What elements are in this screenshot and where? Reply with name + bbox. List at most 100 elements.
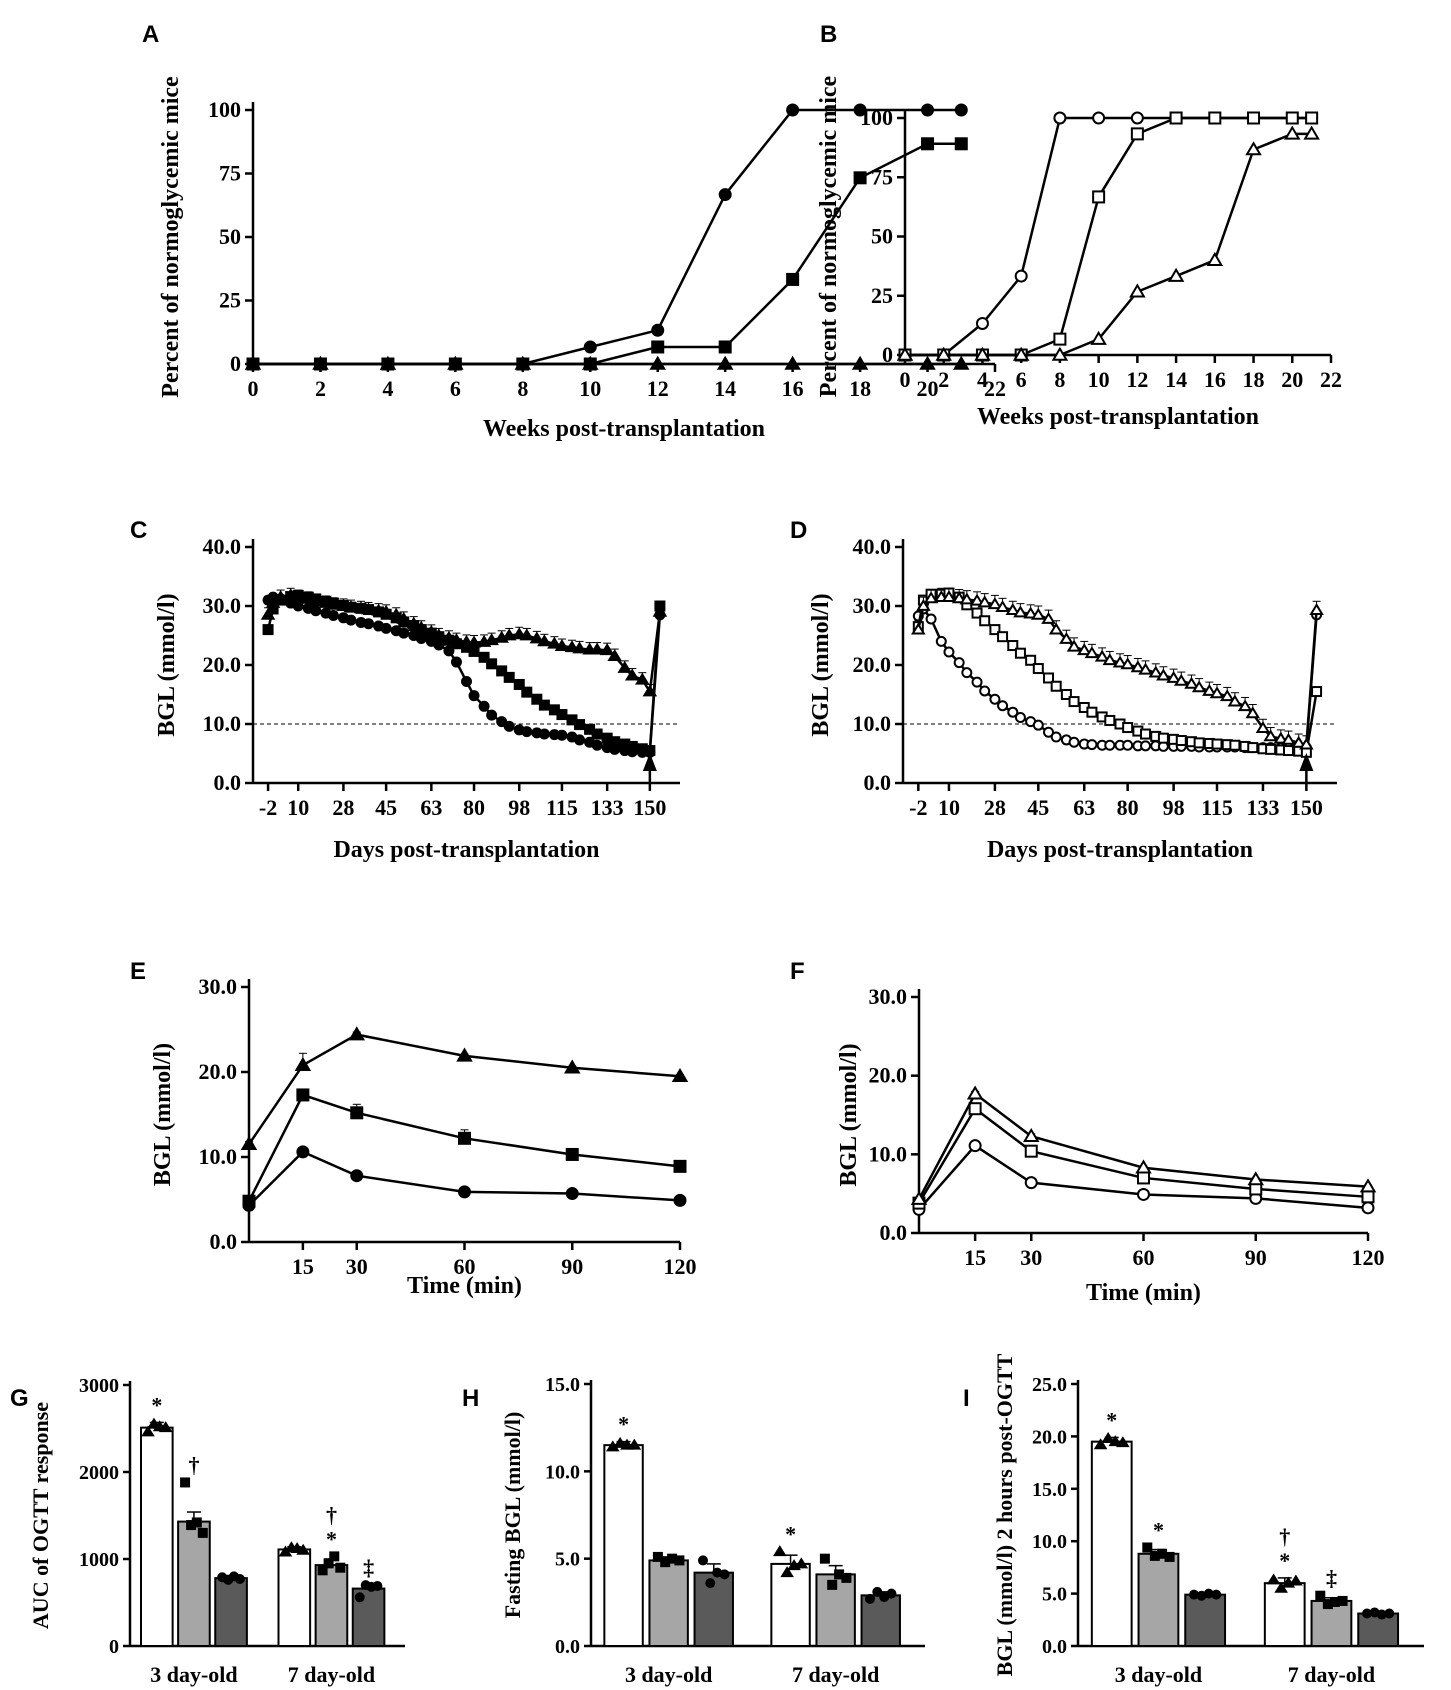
panel-label: B xyxy=(820,21,837,48)
data-point xyxy=(511,627,527,640)
data-point xyxy=(398,627,410,639)
data-point xyxy=(719,1569,730,1580)
x-tick-label: 12 xyxy=(1126,367,1148,392)
data-point xyxy=(414,620,429,633)
data-point xyxy=(951,591,967,604)
data-point xyxy=(1094,649,1110,662)
data-point xyxy=(1175,735,1187,747)
category-label: 7 day-old xyxy=(1288,1662,1375,1687)
data-point xyxy=(537,634,552,647)
data-point xyxy=(649,355,666,370)
data-point xyxy=(1148,665,1164,678)
data-point xyxy=(380,622,392,634)
data-point xyxy=(1255,721,1271,734)
data-point xyxy=(1167,267,1185,282)
y-tick-label: 1000 xyxy=(79,1549,119,1571)
data-point xyxy=(363,618,375,630)
bar xyxy=(1090,1440,1133,1648)
y-axis-title: BGL (mmol/l) xyxy=(150,1043,176,1186)
x-tick-label: 8 xyxy=(517,376,528,401)
data-point xyxy=(191,1517,202,1528)
data-point xyxy=(609,736,621,748)
data-point xyxy=(456,1047,473,1062)
data-point xyxy=(461,676,472,688)
y-tick-label: 10.0 xyxy=(853,711,892,736)
x-tick-label: 115 xyxy=(546,795,578,820)
data-point xyxy=(1284,125,1301,140)
data-point xyxy=(583,340,597,354)
y-tick-label: 0 xyxy=(230,351,241,376)
panel-label: A xyxy=(142,21,159,48)
panel-label: C xyxy=(130,517,147,544)
data-point xyxy=(977,595,992,608)
data-point xyxy=(1024,1144,1038,1158)
data-point xyxy=(468,645,480,657)
data-point xyxy=(617,660,633,673)
data-point xyxy=(1337,1595,1348,1606)
panel-e: E 0.0 10.0 20.0 30.0 15 30 60 90 120 Time (min) BGL… xyxy=(130,958,697,1299)
x-tick-label: 18 xyxy=(849,376,871,401)
data-point xyxy=(1237,699,1253,712)
data-point xyxy=(966,1085,984,1100)
data-point xyxy=(652,1551,663,1562)
data-point xyxy=(1116,1436,1130,1448)
y-tick-label: 30.0 xyxy=(853,593,892,618)
data-point xyxy=(310,605,322,617)
x-tick-label: 0 xyxy=(248,376,259,401)
y-axis-title: Percent of normoglycemic mice xyxy=(158,76,184,398)
data-point xyxy=(1208,111,1222,125)
x-tick-label: 2 xyxy=(938,367,949,392)
category-label: 7 day-old xyxy=(792,1662,879,1687)
data-point xyxy=(921,103,935,117)
data-point xyxy=(468,690,480,702)
significance-marker: * xyxy=(326,1526,337,1551)
data-point xyxy=(1263,729,1278,742)
data-point xyxy=(262,624,274,636)
data-point xyxy=(1311,686,1323,698)
data-point xyxy=(1031,607,1046,620)
data-point xyxy=(853,171,867,185)
data-point xyxy=(1135,1159,1152,1174)
data-point xyxy=(718,340,732,354)
data-point xyxy=(345,614,357,626)
data-point xyxy=(589,642,605,655)
data-point xyxy=(627,1438,642,1450)
y-tick-label: 20.0 xyxy=(853,652,892,677)
bar xyxy=(603,1444,644,1647)
data-point xyxy=(197,1527,208,1538)
data-point xyxy=(1140,740,1152,752)
data-point xyxy=(294,1056,312,1071)
x-tick-label: 120 xyxy=(1352,1245,1385,1270)
data-point xyxy=(1053,111,1067,125)
significance-marker: † xyxy=(326,1502,337,1527)
data-point xyxy=(574,719,586,731)
significance-marker: † xyxy=(1279,1524,1290,1549)
x-tick-label: 115 xyxy=(1201,795,1233,820)
y-tick-label: 15.0 xyxy=(545,1374,580,1396)
data-point xyxy=(308,594,324,607)
data-point xyxy=(478,700,490,712)
data-point xyxy=(953,355,970,370)
data-point xyxy=(1359,1178,1377,1193)
data-point xyxy=(565,1147,579,1161)
data-point xyxy=(521,726,533,738)
data-point xyxy=(1245,141,1262,156)
data-point xyxy=(1068,696,1080,708)
data-point xyxy=(1265,743,1277,755)
data-point xyxy=(591,739,603,751)
data-point xyxy=(415,632,427,644)
bar xyxy=(177,1520,211,1647)
data-point xyxy=(565,1187,579,1201)
data-point xyxy=(441,630,457,643)
data-point xyxy=(1053,332,1067,346)
series-dark-grey xyxy=(214,1571,386,1648)
data-point xyxy=(626,740,638,752)
data-point xyxy=(1138,662,1153,675)
data-point xyxy=(1025,654,1037,666)
data-point xyxy=(935,635,947,647)
y-tick-label: 25.0 xyxy=(1032,1374,1067,1396)
data-point xyxy=(431,628,447,641)
data-point xyxy=(234,1574,245,1585)
bar xyxy=(277,1548,312,1648)
